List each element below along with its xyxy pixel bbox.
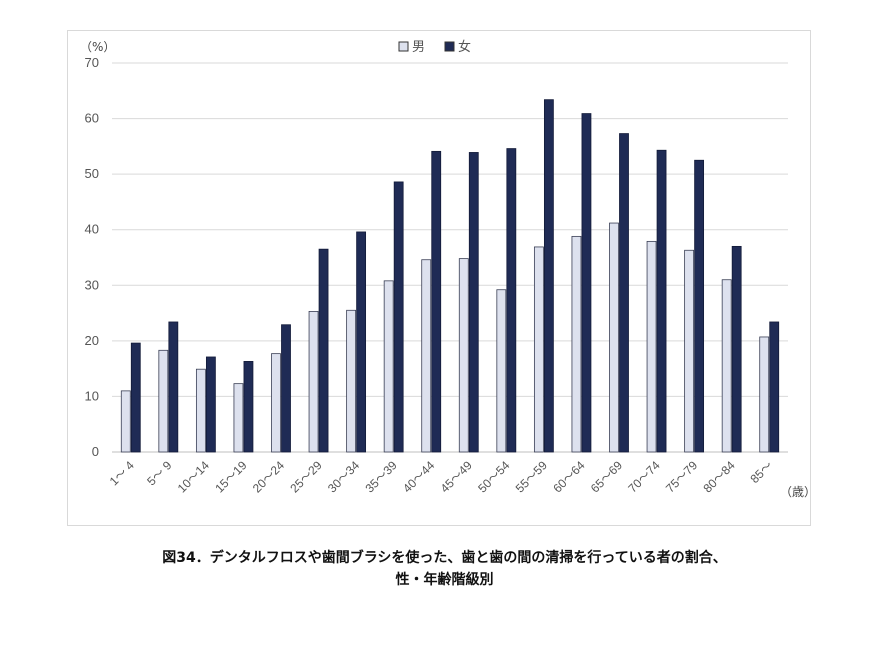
y-tick-label: 30 <box>85 277 99 292</box>
x-unit-label: （歳） <box>780 485 810 499</box>
bar-female <box>205 356 216 453</box>
bar-male <box>346 309 357 453</box>
bar-chart: 0 10 20 30 40 50 60 70 1～ 4 5～ 9 10～14 15～19 20～24 25… <box>80 39 810 499</box>
bar-male <box>158 349 169 453</box>
bar-female <box>619 133 629 453</box>
bar-female <box>468 152 479 453</box>
legend-swatch-male <box>398 41 409 52</box>
caption-line-1: 図34．デンタルフロスや歯間ブラシを使った、歯と歯の間の清掃を行っている者の割合… <box>162 550 727 566</box>
bar-male <box>271 353 281 453</box>
bar-female <box>656 149 667 453</box>
bar-male <box>233 383 244 453</box>
bar-female <box>318 248 329 453</box>
bar-female <box>769 321 780 453</box>
x-tick-label: 35～39 <box>363 458 400 495</box>
y-tick-label: 0 <box>92 444 99 459</box>
bar-female <box>168 321 179 453</box>
bar-male <box>308 311 319 453</box>
x-tick-label: 75～79 <box>663 458 700 495</box>
bar-female <box>431 150 442 453</box>
y-tick-label: 10 <box>85 388 99 403</box>
x-tick-label: 40～44 <box>400 458 437 495</box>
legend: 男 女 <box>398 39 471 55</box>
bar-female <box>506 148 517 453</box>
x-tick-label: 50～54 <box>475 458 512 495</box>
bar-female <box>694 159 705 453</box>
legend-label-male: 男 <box>412 40 425 55</box>
bar-male <box>120 390 131 453</box>
x-tick-label: 85～ <box>748 458 776 486</box>
x-tick-label: 30～34 <box>325 458 362 495</box>
y-tick-label: 50 <box>85 166 99 181</box>
y-tick-label: 20 <box>85 333 99 348</box>
x-tick-label: 80～84 <box>701 458 738 495</box>
bar-male <box>646 240 657 453</box>
x-tick-label: 15～19 <box>212 458 249 495</box>
bar-male <box>496 289 507 453</box>
y-tick-label: 70 <box>85 55 99 70</box>
y-tick-label: 60 <box>85 111 99 126</box>
y-unit-label: （%） <box>80 40 115 54</box>
bar-female <box>731 245 742 453</box>
bar-male <box>195 368 206 453</box>
legend-swatch-female <box>444 41 455 52</box>
x-tick-label: 25～29 <box>287 458 324 495</box>
x-tick-label: 5～ 9 <box>144 458 174 488</box>
bar-male <box>421 259 432 453</box>
caption-line-2: 性・年齢階級別 <box>395 572 494 588</box>
bar-female <box>356 231 367 453</box>
x-tick-label: 55～59 <box>513 458 550 495</box>
legend-label-female: 女 <box>458 39 471 55</box>
bar-female <box>393 181 404 453</box>
bar-female <box>581 113 592 453</box>
bar-male <box>571 235 582 453</box>
bar-female <box>543 99 554 453</box>
x-tick-label: 45～49 <box>438 458 475 495</box>
bar-male <box>383 280 394 453</box>
bar-female <box>281 324 291 453</box>
bar-male <box>458 258 469 453</box>
x-tick-label: 20～24 <box>250 458 287 495</box>
x-tick-label: 65～69 <box>588 458 625 495</box>
chart-frame: 0 10 20 30 40 50 60 70 1～ 4 5～ 9 10～14 15～19 20～24 25… <box>67 30 811 526</box>
bar-male <box>684 249 695 453</box>
figure-caption: 図34．デンタルフロスや歯間ブラシを使った、歯と歯の間の清掃を行っている者の割合… <box>0 547 889 591</box>
x-tick-label: 10～14 <box>175 458 212 495</box>
x-tick-label: 1～ 4 <box>107 458 137 488</box>
bar-male <box>721 279 732 453</box>
x-tick-label: 60～64 <box>550 458 587 495</box>
bar-male <box>533 246 544 453</box>
y-tick-label: 40 <box>85 222 99 237</box>
bar-female <box>130 342 141 453</box>
x-tick-label: 70～74 <box>625 458 662 495</box>
bar-male <box>759 336 770 453</box>
bar-female <box>243 361 254 453</box>
bar-male <box>609 222 619 453</box>
